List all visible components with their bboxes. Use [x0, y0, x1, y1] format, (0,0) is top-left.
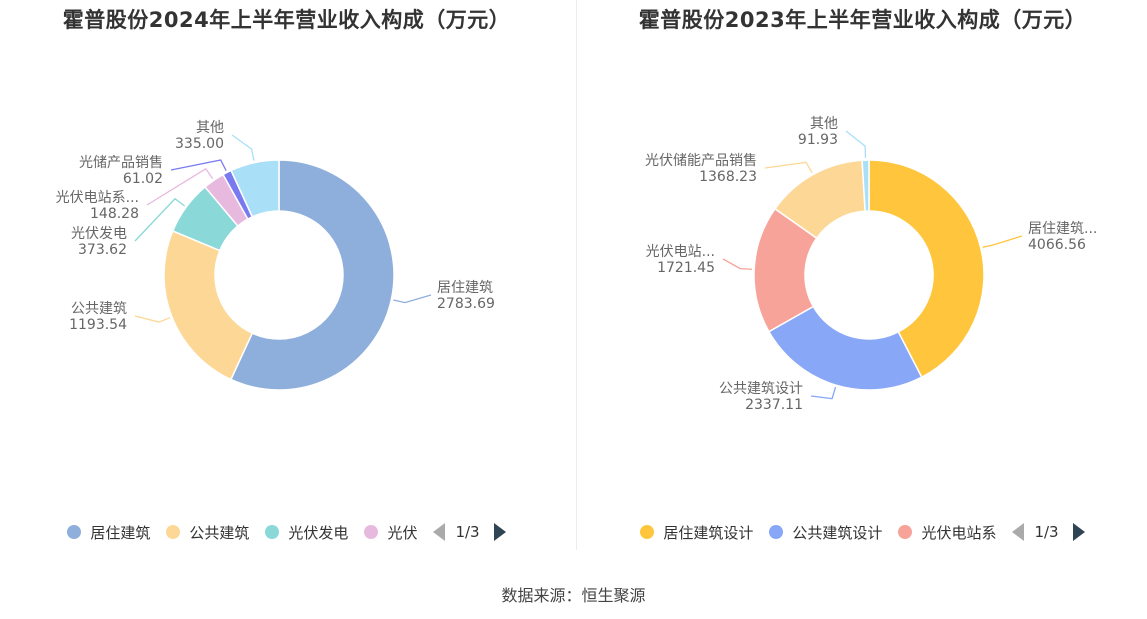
- label-leader-line: [722, 258, 753, 270]
- chart-panel-2024: 霍普股份2024年上半年营业收入构成（万元） 居住建筑 2783.69 公共建筑 11…: [0, 0, 573, 560]
- label-leader-line: [845, 130, 867, 159]
- legend-page-indicator: 1/3: [1034, 523, 1059, 541]
- chart-title: 霍普股份2024年上半年营业收入构成（万元）: [62, 8, 511, 32]
- legend-item[interactable]: 居住建筑: [67, 522, 150, 543]
- label-leader-line: [810, 386, 837, 400]
- pie-slice[interactable]: [229, 159, 395, 391]
- legend-label: 居住建筑设计: [663, 523, 754, 542]
- label-leader-line: [231, 134, 255, 161]
- slice-value-label: 91.93: [798, 132, 838, 148]
- slice-name-label: 光伏电站...: [646, 244, 715, 260]
- legend-item[interactable]: 光伏电站系: [898, 522, 996, 543]
- next-page-icon[interactable]: [1072, 523, 1085, 541]
- legend-pager: 1/3: [433, 523, 506, 541]
- legend-item[interactable]: 光伏: [364, 522, 417, 543]
- slice-name-label: 居住建筑: [437, 280, 493, 296]
- pie-slice[interactable]: [230, 159, 280, 218]
- legend-dot-icon: [898, 525, 913, 539]
- legend-dot-icon: [265, 525, 280, 539]
- label-leader-line: [134, 197, 186, 242]
- slice-value-label: 335.00: [175, 136, 224, 152]
- legend-label: 公共建筑: [189, 523, 250, 542]
- legend-item[interactable]: 光伏发电: [265, 522, 348, 543]
- label-leader-line: [170, 159, 227, 171]
- slice-name-label: 其他: [196, 120, 224, 136]
- legend-dot-icon: [166, 525, 181, 539]
- slice-name-label: 光储产品销售: [79, 155, 163, 171]
- label-leader-line: [146, 167, 214, 206]
- slice-value-label: 2337.11: [745, 397, 803, 413]
- slice-value-label: 1721.45: [657, 260, 715, 276]
- label-leader-line: [764, 161, 813, 174]
- chart-title: 霍普股份2023年上半年营业收入构成（万元）: [638, 8, 1087, 32]
- legend-label: 光伏电站系: [921, 523, 997, 542]
- legend-label: 居住建筑: [90, 523, 151, 542]
- pie-slice[interactable]: [163, 230, 254, 381]
- data-source: 数据来源：恒生聚源: [501, 586, 646, 605]
- panel-divider: [576, 0, 577, 550]
- legend-dot-icon: [364, 525, 379, 539]
- label-leader-line: [982, 235, 1023, 249]
- prev-page-icon[interactable]: [1012, 523, 1025, 541]
- legend-dot-icon: [769, 525, 784, 539]
- slice-name-label: 公共建筑: [71, 301, 127, 317]
- slice-name-label: 光伏电站系...: [56, 190, 139, 206]
- pie-slice[interactable]: [861, 159, 870, 212]
- slice-name-label: 其他: [810, 116, 838, 132]
- legend-item[interactable]: 居住建筑设计: [640, 522, 753, 543]
- chart-panel-2023: 霍普股份2023年上半年营业收入构成（万元） 居住建筑... 4066.56 公共建…: [576, 0, 1147, 560]
- legend: 居住建筑设计 公共建筑设计 光伏电站系 1/3: [576, 519, 1147, 545]
- legend-item[interactable]: 公共建筑: [166, 522, 249, 543]
- slice-value-label: 148.28: [90, 206, 139, 222]
- label-leader-line: [393, 294, 432, 304]
- slice-name-label: 公共建筑设计: [719, 381, 803, 397]
- legend-dot-icon: [640, 525, 655, 539]
- slice-name-label: 光伏发电: [71, 226, 127, 242]
- label-leader-line: [134, 315, 171, 323]
- legend-dot-icon: [67, 525, 82, 539]
- legend: 居住建筑 公共建筑 光伏发电 光伏 1/3: [0, 519, 573, 545]
- next-page-icon[interactable]: [493, 523, 506, 541]
- slice-value-label: 1368.23: [699, 169, 757, 185]
- legend-label: 光伏: [387, 523, 418, 542]
- legend-item[interactable]: 公共建筑设计: [769, 522, 882, 543]
- slice-value-label: 4066.56: [1028, 237, 1086, 253]
- pie-slice[interactable]: [767, 305, 923, 391]
- legend-label: 公共建筑设计: [792, 523, 883, 542]
- slice-value-label: 61.02: [123, 171, 163, 187]
- slice-value-label: 373.62: [78, 242, 127, 258]
- pie-slice[interactable]: [868, 159, 985, 379]
- legend-label: 光伏发电: [288, 523, 349, 542]
- legend-page-indicator: 1/3: [455, 523, 480, 541]
- legend-pager: 1/3: [1012, 523, 1085, 541]
- slice-name-label: 居住建筑...: [1028, 221, 1097, 237]
- prev-page-icon[interactable]: [433, 523, 446, 541]
- slice-name-label: 光伏储能产品销售: [645, 153, 757, 169]
- slice-value-label: 1193.54: [69, 317, 127, 333]
- slice-value-label: 2783.69: [437, 296, 495, 312]
